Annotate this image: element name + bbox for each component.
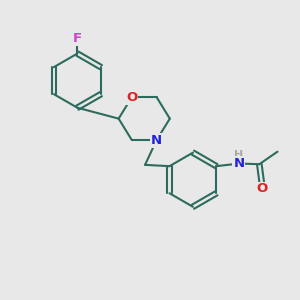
Text: O: O: [126, 91, 137, 104]
Text: N: N: [151, 134, 162, 147]
Text: H: H: [234, 150, 244, 160]
Text: N: N: [233, 157, 244, 170]
Text: F: F: [73, 32, 82, 45]
Text: O: O: [256, 182, 268, 196]
